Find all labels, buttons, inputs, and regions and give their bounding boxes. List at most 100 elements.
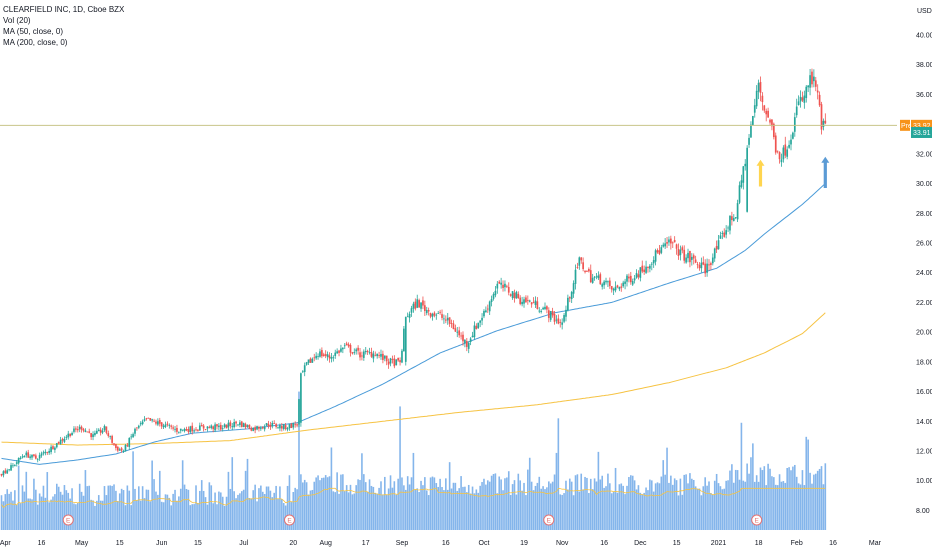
candle-body (399, 360, 401, 363)
volume-bar (536, 482, 539, 530)
candle-body (807, 85, 810, 88)
x-tick-label: May (75, 540, 89, 547)
candle-body (355, 349, 358, 352)
candle-body (816, 90, 819, 93)
candle-body (612, 288, 615, 291)
candle-body (393, 358, 396, 367)
volume-bar (734, 469, 737, 530)
candle-body (282, 424, 285, 429)
y-tick-label: 10.00 (916, 478, 932, 485)
volume-bar (715, 473, 718, 530)
volume-bar (162, 502, 165, 530)
volume-bar (794, 464, 796, 530)
volume-bar (389, 475, 392, 530)
candle-body (654, 250, 657, 262)
volume-bar (147, 489, 150, 530)
volume-bar (681, 494, 684, 530)
y-tick-label: 32.00 (916, 151, 932, 158)
annotation-arrow-head (821, 156, 830, 163)
volume-bar (513, 480, 516, 530)
candle-body (414, 301, 417, 309)
volume-bar (176, 500, 178, 530)
candle-body (555, 319, 558, 321)
candle-body (732, 218, 735, 221)
y-tick-label: 26.00 (916, 241, 932, 248)
volume-bar (452, 482, 455, 530)
volume-bar (431, 476, 434, 530)
legend-ma200: MA (200, close, 0) (3, 38, 68, 47)
volume-layer (0, 391, 827, 530)
volume-bar (178, 496, 180, 530)
candle-body (813, 76, 815, 82)
candle-body (818, 94, 821, 106)
volume-bar (439, 478, 441, 530)
candle-body (244, 423, 247, 428)
volume-bar (603, 487, 605, 530)
candle-body (410, 308, 413, 313)
candle-body (336, 351, 338, 354)
volume-bar (433, 477, 436, 530)
candle-body (725, 230, 728, 235)
volume-bar (458, 488, 460, 530)
candle-body (584, 270, 586, 273)
annotation-arrow-shaft (823, 161, 827, 188)
candle-body (435, 314, 438, 316)
x-tick-label: Feb (791, 540, 803, 547)
candle-body (168, 425, 171, 426)
candle-body (601, 284, 604, 287)
candle-body (395, 359, 398, 366)
volume-bar (521, 490, 523, 530)
candle-body (776, 150, 779, 152)
candle-body (605, 280, 607, 283)
candle-body (149, 418, 152, 421)
volume-bar (641, 494, 644, 530)
candle-body (607, 281, 609, 283)
candle-body (763, 105, 766, 111)
volume-bar (765, 485, 768, 530)
x-tick-label: 15 (116, 540, 124, 547)
candle-body (387, 361, 390, 365)
volume-bar (492, 474, 495, 530)
candle-body (406, 316, 409, 318)
candle-body (275, 424, 277, 427)
candle-body (427, 310, 430, 312)
volume-bar (19, 503, 22, 530)
candle-body (702, 262, 705, 265)
candle-body (481, 317, 483, 321)
volume-bar (773, 477, 775, 530)
candle-body (174, 428, 176, 430)
volume-ma-line (1, 487, 826, 508)
volume-bar (660, 476, 663, 530)
last-price-value: 33.91 (913, 130, 931, 137)
candle-body (576, 267, 579, 269)
candle-body (361, 355, 363, 357)
candle-body (307, 359, 310, 363)
candle-body (729, 215, 731, 231)
candle-body (219, 424, 222, 430)
volume-bar (769, 468, 771, 530)
candle-body (347, 344, 350, 347)
volume-bar (597, 451, 600, 530)
volume-bar (675, 480, 678, 530)
candle-body (597, 275, 600, 279)
candle-body (761, 95, 764, 103)
volume-bar (296, 489, 298, 530)
volume-bar (406, 476, 409, 530)
candle-body (523, 299, 525, 304)
volume-bar (643, 492, 645, 530)
volume-bar (258, 488, 260, 530)
volume-bar (633, 480, 636, 530)
candle-body (345, 343, 348, 346)
volume-bar (126, 485, 129, 530)
volume-bar (422, 485, 424, 530)
volume-bar (450, 488, 453, 530)
volume-bar (609, 483, 611, 530)
candle-body (61, 438, 64, 441)
volume-bar (631, 475, 634, 530)
x-tick-label: Sep (396, 540, 409, 547)
candle-body (504, 283, 506, 288)
volume-bar (214, 492, 216, 530)
candle-body (233, 422, 235, 428)
candle-body (198, 425, 201, 431)
